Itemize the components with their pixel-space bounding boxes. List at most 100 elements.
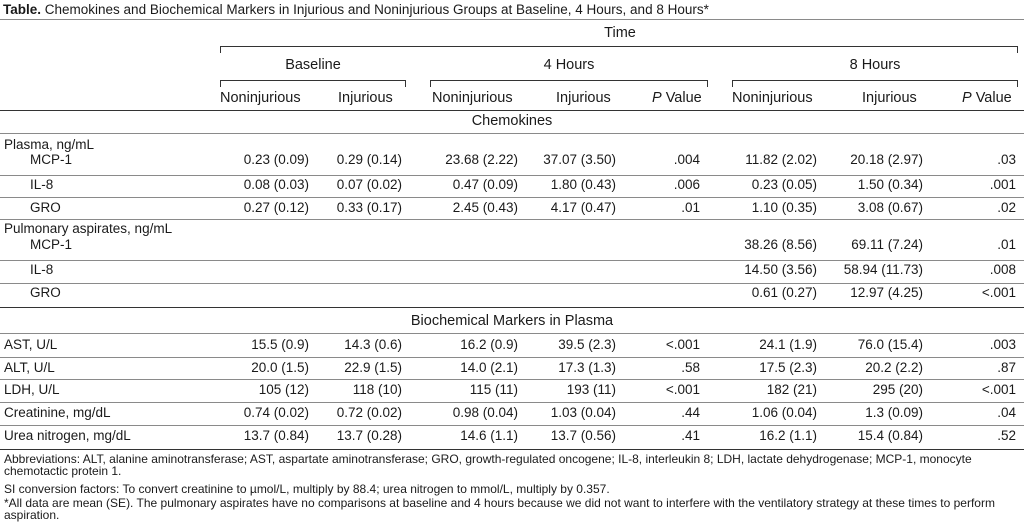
biochem-top-rule — [0, 307, 1024, 308]
table-cell: 115 (11) — [469, 382, 518, 397]
table-cell: 0.72 (0.02) — [336, 405, 402, 420]
chemokines-rule — [0, 133, 1024, 134]
column-header: Noninjurious — [220, 90, 301, 106]
table-cell: 13.7 (0.56) — [550, 428, 616, 443]
row-rule — [0, 197, 1024, 198]
table-cell: 15.4 (0.84) — [857, 428, 923, 443]
table-cell: 20.18 (2.97) — [850, 152, 923, 167]
row-label: IL-8 — [30, 262, 54, 277]
table-cell: 24.1 (1.9) — [759, 337, 817, 352]
table-cell: 0.27 (0.12) — [243, 200, 309, 215]
table-cell: 0.98 (0.04) — [452, 405, 518, 420]
row-rule — [0, 379, 1024, 380]
pulmonary-group-label: Pulmonary aspirates, ng/mL — [4, 221, 173, 236]
row-label: IL-8 — [30, 177, 54, 192]
table-cell: 0.23 (0.05) — [751, 177, 817, 192]
table-cell: .001 — [989, 177, 1016, 192]
column-header: Injurious — [862, 90, 917, 106]
table-cell: 0.33 (0.17) — [336, 200, 402, 215]
row-label: ALT, U/L — [4, 360, 55, 375]
row-label: AST, U/L — [4, 337, 58, 352]
hours4-bracket — [430, 80, 708, 87]
table-title-text: Chemokines and Biochemical Markers in In… — [41, 2, 709, 17]
row-label: MCP-1 — [30, 237, 73, 252]
table-cell: 0.07 (0.02) — [336, 177, 402, 192]
table-cell: 13.7 (0.84) — [243, 428, 309, 443]
table-cell: 1.10 (0.35) — [751, 200, 817, 215]
table-cell: 69.11 (7.24) — [851, 237, 923, 252]
table-cell: 14.0 (2.1) — [460, 360, 518, 375]
table-cell: 22.9 (1.5) — [344, 360, 402, 375]
table-cell: 295 (20) — [872, 382, 923, 397]
table-cell: 76.0 (15.4) — [857, 337, 923, 352]
table-bottom-rule — [0, 449, 1024, 450]
column-header: Injurious — [338, 90, 393, 106]
table-cell: .01 — [681, 200, 700, 215]
footnote-si: SI conversion factors: To convert creati… — [4, 482, 610, 496]
table-cell: 16.2 (1.1) — [759, 428, 817, 443]
table-title-label: Table. — [3, 2, 42, 17]
row-rule — [0, 283, 1024, 284]
table-cell: 1.03 (0.04) — [550, 405, 616, 420]
baseline-header: Baseline — [285, 57, 341, 73]
table-cell: .44 — [681, 405, 700, 420]
row-rule — [0, 260, 1024, 261]
row-label: MCP-1 — [30, 152, 73, 167]
table-cell: 182 (21) — [766, 382, 817, 397]
table-cell: <.001 — [665, 382, 700, 397]
time-bracket — [220, 46, 1018, 53]
row-rule — [0, 175, 1024, 176]
table-cell: 1.3 (0.09) — [865, 405, 923, 420]
table-cell: 23.68 (2.22) — [445, 152, 518, 167]
table-cell: 2.45 (0.43) — [452, 200, 518, 215]
column-header: P Value — [962, 90, 1012, 106]
table-cell: .04 — [997, 405, 1016, 420]
row-label: Creatinine, mg/dL — [4, 405, 111, 420]
table-cell: .58 — [681, 360, 700, 375]
table-cell: 4.17 (0.47) — [550, 200, 616, 215]
row-rule — [0, 425, 1024, 426]
table-cell: 11.82 (2.02) — [745, 152, 817, 167]
table-cell: .02 — [997, 200, 1016, 215]
table-cell: 1.06 (0.04) — [751, 405, 817, 420]
row-label: GRO — [30, 200, 61, 215]
table-cell: 20.0 (1.5) — [251, 360, 309, 375]
table-cell: 118 (10) — [352, 382, 402, 397]
table-cell: 193 (11) — [566, 382, 616, 397]
table-cell: .003 — [989, 337, 1016, 352]
baseline-bracket — [220, 80, 406, 87]
biochem-rule — [0, 333, 1024, 334]
row-label: Urea nitrogen, mg/dL — [4, 428, 131, 443]
section-biochem: Biochemical Markers in Plasma — [410, 313, 614, 329]
row-rule — [0, 219, 1024, 220]
table-cell: 38.26 (8.56) — [744, 237, 817, 252]
table-cell: 105 (12) — [258, 382, 309, 397]
table-cell: 0.23 (0.09) — [243, 152, 309, 167]
column-header: P Value — [652, 90, 702, 106]
table-cell: 17.3 (1.3) — [558, 360, 616, 375]
row-label: LDH, U/L — [4, 382, 60, 397]
table-cell: 3.08 (0.67) — [857, 200, 923, 215]
plasma-group-label: Plasma, ng/mL — [4, 137, 95, 152]
table-cell: .01 — [997, 237, 1016, 252]
table-cell: 39.5 (2.3) — [558, 337, 616, 352]
table-cell: 0.74 (0.02) — [243, 405, 309, 420]
table-cell: 17.5 (2.3) — [759, 360, 817, 375]
hours8-bracket — [732, 80, 1018, 87]
table-cell: 14.6 (1.1) — [460, 428, 518, 443]
table-cell: 15.5 (0.9) — [251, 337, 309, 352]
table-cell: 0.47 (0.09) — [452, 177, 518, 192]
column-header: Noninjurious — [732, 90, 813, 106]
table-cell: .03 — [997, 152, 1016, 167]
footnote-abbreviations: Abbreviations: ALT, alanine aminotransfe… — [4, 452, 972, 478]
table-cell: 16.2 (0.9) — [460, 337, 518, 352]
column-header: Injurious — [556, 90, 611, 106]
hours8-header: 8 Hours — [849, 57, 901, 73]
table-cell: .41 — [681, 428, 700, 443]
table-cell: <.001 — [665, 337, 700, 352]
table-cell: 0.29 (0.14) — [336, 152, 402, 167]
time-header: Time — [604, 25, 636, 41]
column-header: Noninjurious — [432, 90, 513, 106]
table-cell: 37.07 (3.50) — [543, 152, 616, 167]
table-cell: <.001 — [981, 285, 1016, 300]
